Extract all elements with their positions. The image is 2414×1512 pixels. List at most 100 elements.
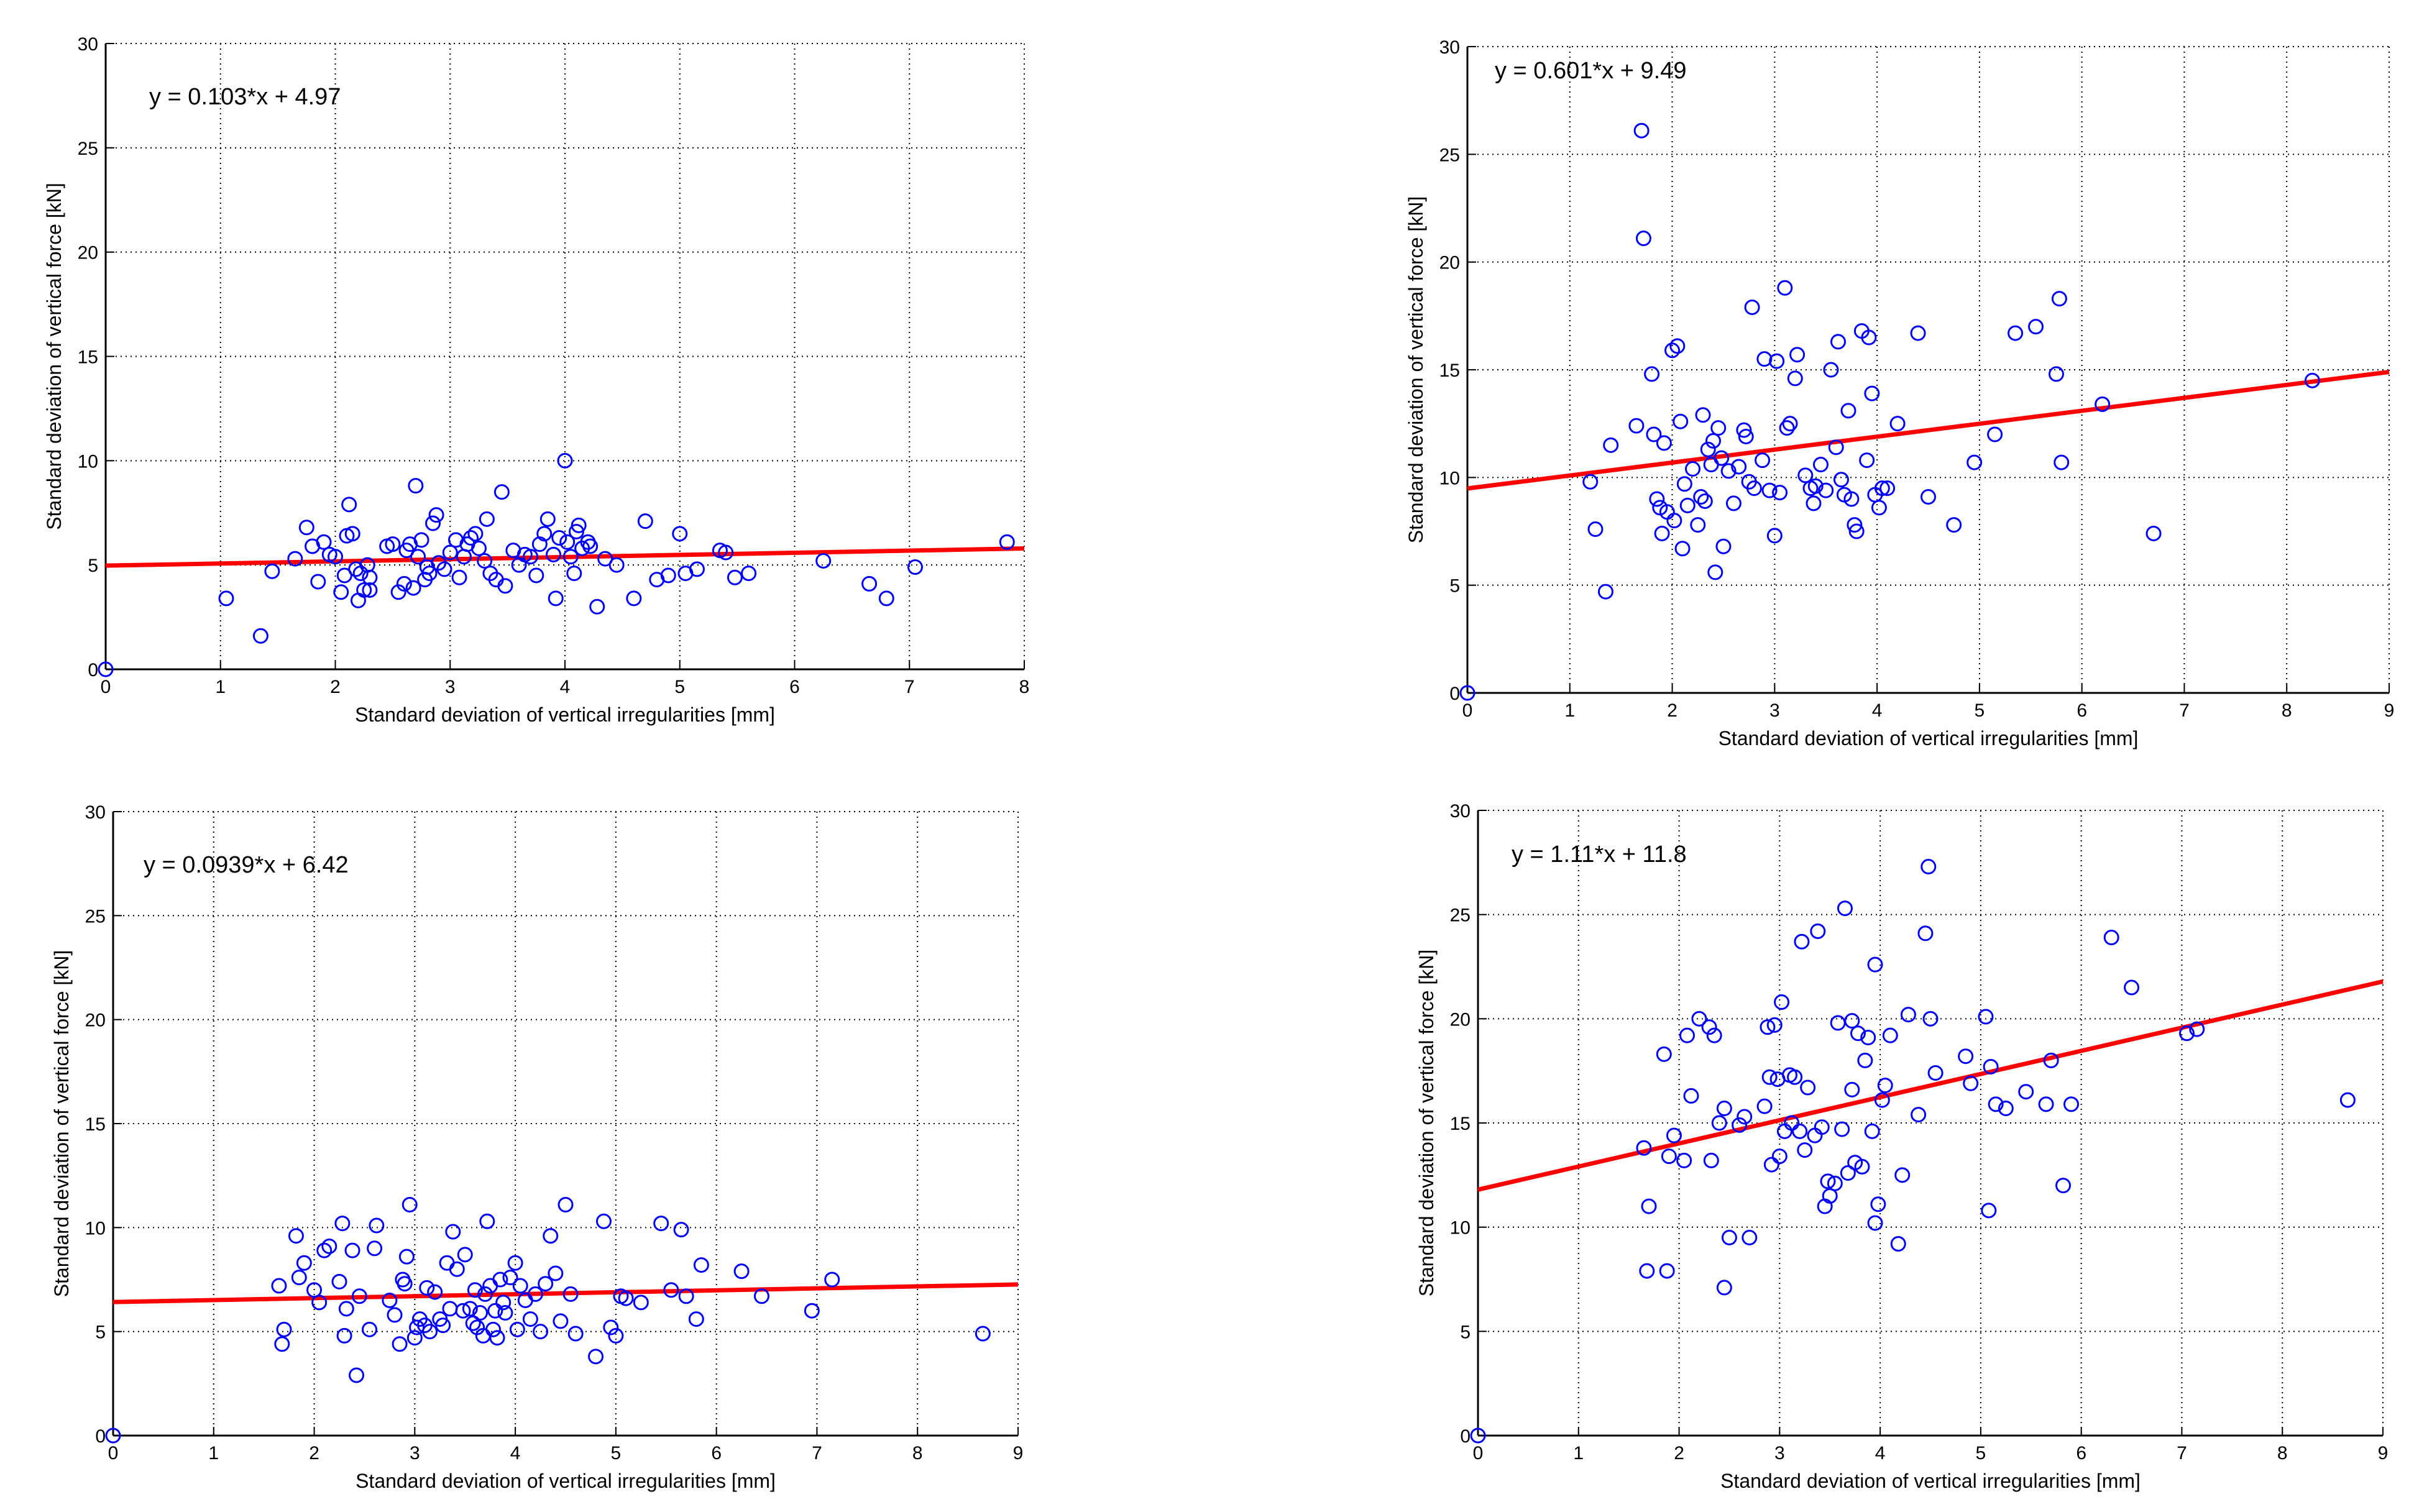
scatter-point [861, 575, 878, 592]
scatter-point [1946, 517, 1962, 533]
scatter-point [405, 580, 421, 596]
scatter-point [1927, 1065, 1944, 1081]
scatter-point [298, 520, 314, 536]
scatter-point [1864, 1123, 1880, 1139]
scatter-point [633, 1294, 649, 1311]
scatter-point [1674, 541, 1691, 557]
scatter-point [975, 1326, 991, 1342]
scatter-point [2103, 930, 2119, 946]
y-tick-label: 30 [78, 34, 98, 55]
scatter-point [467, 526, 484, 542]
scatter-point [408, 478, 424, 494]
scatter-point [558, 1197, 574, 1213]
scatter-point [288, 1228, 304, 1244]
scatter-point [1840, 403, 1856, 419]
scatter-point [1792, 1123, 1808, 1139]
x-tick-label: 2 [1667, 700, 1677, 721]
y-tick-label: 0 [1460, 1426, 1471, 1447]
x-tick-label: 0 [1462, 700, 1473, 721]
scatter-point [413, 532, 429, 548]
scatter-point [507, 1255, 523, 1271]
scatter-point [264, 563, 280, 579]
scatter-point [1761, 1069, 1778, 1085]
scatter-point [1761, 482, 1778, 498]
scatter-point [733, 1263, 750, 1280]
scatter-point [1641, 1198, 1657, 1214]
scatter-point [531, 536, 548, 552]
scatter-point [338, 1301, 354, 1317]
scatter-point [410, 549, 426, 565]
x-tick-label: 9 [2378, 1443, 2389, 1464]
scatter-point [489, 1330, 505, 1346]
scatter-point [428, 507, 444, 523]
scatter-point [1797, 467, 1814, 483]
scatter-point [392, 1336, 408, 1352]
x-tick-label: 4 [1875, 1443, 1886, 1464]
scatter-point [1782, 416, 1798, 432]
scatter-point [502, 1270, 518, 1286]
scatter-point [1706, 1027, 1722, 1043]
scatter-point [637, 513, 653, 529]
scatter-point [1659, 1263, 1675, 1279]
x-tick-label: 1 [215, 677, 226, 697]
scatter-point [1894, 1167, 1911, 1183]
scatter-point [543, 1228, 559, 1244]
scatter-point [2189, 1021, 2205, 1037]
scatter-point [356, 582, 372, 598]
scatter-point [1725, 495, 1742, 511]
scatter-point [2038, 1096, 2054, 1112]
y-tick-label: 5 [1460, 1322, 1471, 1342]
scatter-point [1859, 452, 1875, 469]
x-tick-label: 2 [1674, 1443, 1684, 1464]
scatter-point [1635, 231, 1651, 247]
x-tick-label: 5 [1975, 700, 1985, 721]
scatter-point [1679, 1027, 1695, 1043]
scatter-point [1690, 517, 1706, 533]
scatter-point [653, 1216, 669, 1232]
scatter-point [551, 530, 567, 546]
scatter-point [2339, 1092, 2356, 1108]
scatter-point [1679, 497, 1696, 513]
scatter-point [618, 1290, 634, 1306]
y-tick-label: 10 [85, 1218, 106, 1239]
scatter-point [1470, 1427, 1486, 1444]
scatter-point [1742, 1229, 1758, 1245]
x-tick-label: 1 [1573, 1443, 1584, 1464]
scatter-point [291, 1270, 307, 1286]
scatter-point [1983, 1058, 1999, 1074]
scatter-point [1746, 480, 1762, 497]
scatter-point [1760, 1019, 1776, 1035]
scatter-point [344, 526, 360, 542]
regression-line [1467, 370, 2390, 491]
scatter-point [588, 1349, 604, 1365]
scatter-point [741, 566, 757, 582]
scatter-point [1877, 1078, 1893, 1094]
scatter-point [2063, 1096, 2079, 1112]
x-tick-label: 8 [2277, 1443, 2288, 1464]
y-tick-label: 10 [1450, 1218, 1471, 1239]
scatter-point [2054, 454, 2070, 470]
scatter-point [1582, 474, 1599, 490]
scatter-point [419, 1280, 435, 1296]
scatter-point [1603, 437, 1619, 453]
scatter-point [1633, 122, 1650, 139]
scatter-point [1963, 1075, 1979, 1091]
scatter-point [2051, 291, 2067, 307]
scatter-point [1889, 416, 1906, 432]
scatter-point [445, 1224, 461, 1240]
scatter-point [689, 561, 705, 577]
scatter-point [718, 544, 734, 561]
scatter-point [385, 536, 401, 552]
scatter-point [1921, 859, 1937, 875]
scatter-point [1656, 435, 1672, 451]
scatter-point [336, 567, 352, 584]
scatter-point [477, 552, 493, 569]
scatter-point [462, 1301, 478, 1317]
scatter-point [477, 1286, 493, 1302]
scatter-point [907, 559, 923, 575]
scatter-point [1771, 1148, 1788, 1165]
scatter-point [824, 1271, 840, 1288]
scatter-point [449, 1261, 465, 1277]
x-tick-label: 4 [560, 677, 571, 697]
